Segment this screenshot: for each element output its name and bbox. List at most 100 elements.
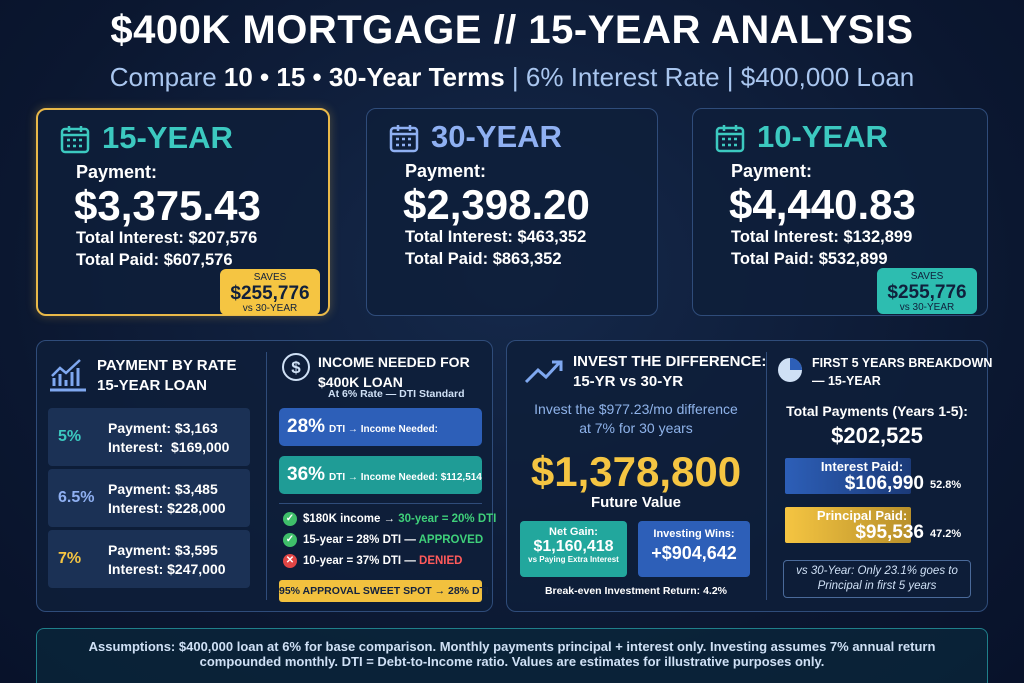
item-pct: 47.2%	[930, 528, 962, 540]
term-card: 15-YEAR Payment: $3,375.43 Total Interest: …	[36, 108, 330, 316]
check-highlight: DENIED	[419, 555, 463, 568]
rate-title-line: PAYMENT BY RATE	[97, 357, 237, 374]
payment: $3,375.43	[74, 182, 261, 229]
total-label: Total Payments (Years 1-5):	[786, 403, 968, 419]
rate-row: 6.5% Payment: $3,485 Interest: $228,000	[48, 469, 250, 527]
rate-payment: Payment: $3,163	[108, 420, 218, 436]
payment: $4,440.83	[729, 181, 916, 228]
rate-title-line: 15-YEAR LOAN	[97, 377, 208, 394]
trend-icon	[524, 360, 563, 384]
total-interest: Total Interest: $207,576	[76, 229, 258, 247]
check-icon: ✕	[283, 554, 297, 568]
invest-title-line: 15-YR vs 30-YR	[573, 373, 684, 390]
divider	[266, 352, 267, 600]
dti-text: DTI → Income Needed: $112,514	[329, 472, 482, 483]
approval-banner: 95% APPROVAL SWEET SPOT → 28% DTI	[279, 580, 489, 602]
breakdown-title-line: — 15-YEAR	[812, 374, 881, 388]
payment: $2,398.20	[403, 181, 590, 228]
rate: 7%	[58, 550, 82, 567]
term: 10-YEAR	[757, 119, 888, 154]
invest-description: Invest the $977.23/mo difference at 7% fo…	[516, 400, 756, 438]
invest-title: INVEST THE DIFFERENCE: 15-YR vs 30-YR	[573, 352, 766, 392]
badge-note: vs 30-YEAR	[899, 302, 955, 313]
term: 30-YEAR	[431, 119, 562, 154]
breakdown-bar	[785, 458, 911, 494]
item-value: $106,990	[844, 473, 924, 494]
dti-pct: 36%	[287, 464, 326, 485]
rate-interest: Interest: $247,000	[108, 561, 226, 577]
breakdown-note: vs 30-Year: Only 23.1% goes to Principal…	[783, 560, 971, 598]
check-text: 10-year = 37% DTI —	[303, 555, 416, 568]
rate: 5%	[58, 428, 82, 445]
total-paid: Total Paid: $863,352	[405, 250, 562, 268]
payment-label: Payment:	[731, 161, 813, 181]
box-note: vs Paying Extra Interest	[528, 554, 619, 564]
total-paid: Total Paid: $532,899	[731, 250, 888, 268]
check-text: $180K income →	[303, 513, 396, 526]
rate-interest: Interest: $228,000	[108, 500, 226, 516]
total-paid: Total Paid: $607,576	[76, 251, 233, 269]
box-value: $1,160,418	[533, 538, 614, 556]
title: $400K MORTGAGE // 15-YEAR ANALYSIS	[110, 8, 914, 52]
calendar-icon	[389, 123, 419, 158]
calendar	[60, 126, 90, 154]
income-title: INCOME NEEDED FOR $400K LOAN	[318, 352, 470, 392]
subtitle-terms: 10 • 15 • 30-Year Terms	[223, 62, 505, 92]
rate-payment: Payment: $3,485	[108, 481, 218, 497]
item-label: Interest Paid:	[820, 459, 904, 474]
divider	[766, 352, 767, 600]
income-subtitle: At 6% Rate — DTI Standard	[328, 388, 465, 400]
future-value-label: Future Value	[590, 494, 682, 511]
calendar-icon	[715, 123, 745, 158]
invest-description-line: at 7% for 30 years	[579, 420, 693, 436]
term-card: 30-YEAR Payment: $2,398.20 Total Interest: …	[366, 108, 658, 316]
item-value: $95,536	[855, 522, 924, 543]
check-row: ✓ $180K income → 30-year = 20% DTI	[283, 512, 496, 526]
payment-label: Payment:	[405, 161, 487, 181]
badge-note: vs 30-YEAR	[242, 303, 298, 314]
rate-interest: Interest: $169,000	[108, 439, 230, 455]
check-row: ✕ 10-year = 37% DTI — DENIED	[283, 554, 462, 568]
calendar	[715, 125, 745, 153]
net-gain-box: Net Gain: $1,160,418 vs Paying Extra Inter…	[520, 521, 627, 577]
savings-badge: SAVES $255,776 vs 30-YEAR	[877, 268, 977, 314]
item-pct: 52.8%	[930, 479, 962, 491]
total-value: $202,525	[831, 423, 923, 448]
future-value: $1,378,800	[530, 448, 742, 495]
breakdown-title: FIRST 5 YEARS BREAKDOWN — 15-YEAR	[812, 354, 992, 390]
subtitle-rest: | 6% Interest Rate | $400,000 Loan	[511, 62, 915, 92]
breakdown-bar	[785, 507, 911, 543]
chart-icon	[50, 359, 86, 392]
check-icon: ✓	[283, 512, 297, 526]
dti-pct: 28%	[287, 416, 326, 437]
box-label: Net Gain:	[549, 526, 598, 538]
break-even: Break-even Investment Return: 4.2%	[544, 585, 728, 597]
item-label: Principal Paid:	[816, 508, 908, 523]
badge-label: SAVES	[253, 272, 287, 283]
footer-note: Assumptions: $400,000 loan at 6% for bas…	[36, 628, 988, 683]
check-text: 15-year = 28% DTI —	[303, 534, 416, 547]
calendar-icon	[60, 124, 90, 159]
breakdown-title-line: FIRST 5 YEARS BREAKDOWN	[812, 356, 993, 370]
income-title-line: $400K LOAN	[318, 374, 403, 390]
subtitle-lead: Compare	[109, 62, 217, 92]
badge-label: SAVES	[910, 271, 944, 282]
total-interest: Total Interest: $132,899	[731, 228, 913, 246]
badge-amount: $255,776	[230, 283, 310, 304]
box-value: +$904,642	[651, 543, 737, 564]
calendar	[389, 125, 419, 153]
income-bar: 28%DTI → Income Needed: $144,661	[279, 408, 482, 475]
check-highlight: APPROVED	[418, 534, 484, 547]
term-card: 10-YEAR Payment: $4,440.83 Total Interest: …	[692, 108, 988, 316]
badge-amount: $255,776	[887, 282, 967, 303]
dollar-icon: $	[282, 353, 310, 381]
rate-row: 7% Payment: $3,595 Interest: $247,000	[48, 530, 250, 588]
savings-badge: SAVES $255,776 vs 30-YEAR	[220, 269, 320, 315]
pie-icon	[778, 358, 802, 382]
invest-description-line: Invest the $977.23/mo difference	[534, 401, 738, 417]
divider	[279, 503, 482, 504]
income-title-line: INCOME NEEDED FOR	[318, 354, 470, 370]
rate-title: PAYMENT BY RATE 15-YEAR LOAN	[97, 356, 236, 396]
term: 15-YEAR	[102, 120, 233, 155]
